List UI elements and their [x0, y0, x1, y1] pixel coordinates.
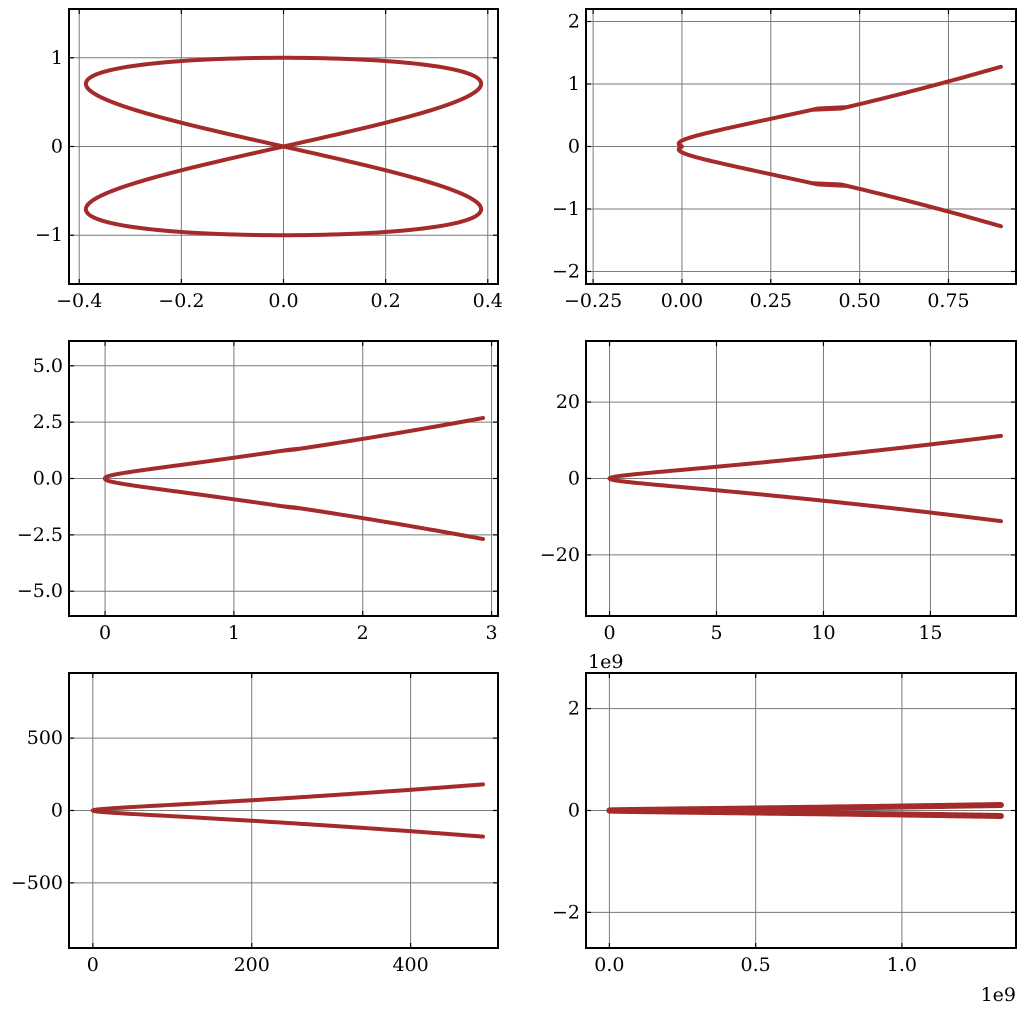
- y-tick-label: −2.5: [17, 524, 63, 546]
- y-tick-label: 500: [27, 727, 63, 749]
- y-tick-label: 1: [568, 73, 580, 95]
- x-tick-label: −0.2: [158, 290, 204, 312]
- y-tick-label: −1: [552, 198, 580, 220]
- y-tick-label: 20: [556, 391, 580, 413]
- chart-panel-3: 0 1 2 3 −5.0 −2.5 0.0 2.5 5.0: [17, 340, 499, 644]
- x-tick-label: 1.0: [887, 954, 917, 976]
- x-tick-label: 0.4: [473, 290, 503, 312]
- x-tick-label: 1: [228, 622, 240, 644]
- series-line: [606, 802, 1004, 819]
- series-line: [607, 433, 1003, 524]
- y-tick-label: −2: [552, 901, 580, 923]
- y-tick-label: 5.0: [33, 355, 63, 377]
- series-line: [83, 55, 484, 238]
- y-tick-label: 2: [568, 11, 580, 33]
- x-offset-label: 1e9: [981, 984, 1016, 1006]
- x-tick-label: 0: [87, 954, 99, 976]
- x-offset-label: 1e9: [588, 651, 623, 673]
- x-tick-label: 400: [392, 954, 428, 976]
- x-tick-label: 0.2: [371, 290, 401, 312]
- y-tick-label: 2.5: [33, 411, 63, 433]
- x-tick-label: 10: [811, 622, 835, 644]
- x-tick-label: 0: [603, 622, 615, 644]
- y-tick-label: 2: [568, 698, 580, 720]
- y-tick-label: −5.0: [17, 580, 63, 602]
- series-line: [90, 782, 485, 839]
- y-tick-label: −1: [35, 224, 63, 246]
- y-tick-label: 0: [51, 800, 63, 822]
- y-tick-label: 0: [51, 136, 63, 158]
- x-tick-label: 0.0: [594, 954, 624, 976]
- x-tick-label: −0.4: [56, 290, 102, 312]
- x-tick-label: 0.00: [661, 290, 703, 312]
- chart-panel-4: 0 5 10 15 −20 0 20: [540, 340, 1017, 644]
- x-tick-label: 5: [710, 622, 722, 644]
- x-tick-label: −0.25: [564, 290, 622, 312]
- x-tick-label: 200: [234, 954, 270, 976]
- y-tick-label: −2: [552, 261, 580, 283]
- x-tick-label: 0.50: [838, 290, 880, 312]
- y-tick-label: 0: [568, 800, 580, 822]
- chart-panel-2: −0.25 0.00 0.25 0.50 0.75 −2 −1 0 1 2: [552, 8, 1017, 312]
- x-tick-label: 0.25: [750, 290, 792, 312]
- x-tick-label: 2: [357, 622, 369, 644]
- y-tick-label: 0: [568, 136, 580, 158]
- series-line: [102, 416, 485, 541]
- y-tick-label: −500: [11, 872, 63, 894]
- x-tick-label: 0.5: [741, 954, 771, 976]
- chart-panel-6: 0.0 0.5 1.0 −2 0 2: [552, 672, 1017, 976]
- x-tick-label: 0.75: [927, 290, 969, 312]
- chart-panel-1: −0.4 −0.2 0.0 0.2 0.4 −1 0 1: [35, 8, 503, 312]
- x-tick-label: 3: [486, 622, 498, 644]
- y-tick-label: −20: [540, 544, 580, 566]
- y-tick-label: 0: [568, 468, 580, 490]
- series-line: [676, 64, 1003, 229]
- x-tick-label: 0.0: [268, 290, 298, 312]
- chart-panel-5: 0 200 400 −500 0 500: [11, 672, 499, 976]
- x-tick-label: 0: [99, 622, 111, 644]
- y-tick-label: 1: [51, 47, 63, 69]
- y-tick-label: 0.0: [33, 468, 63, 490]
- x-tick-label: 15: [918, 622, 942, 644]
